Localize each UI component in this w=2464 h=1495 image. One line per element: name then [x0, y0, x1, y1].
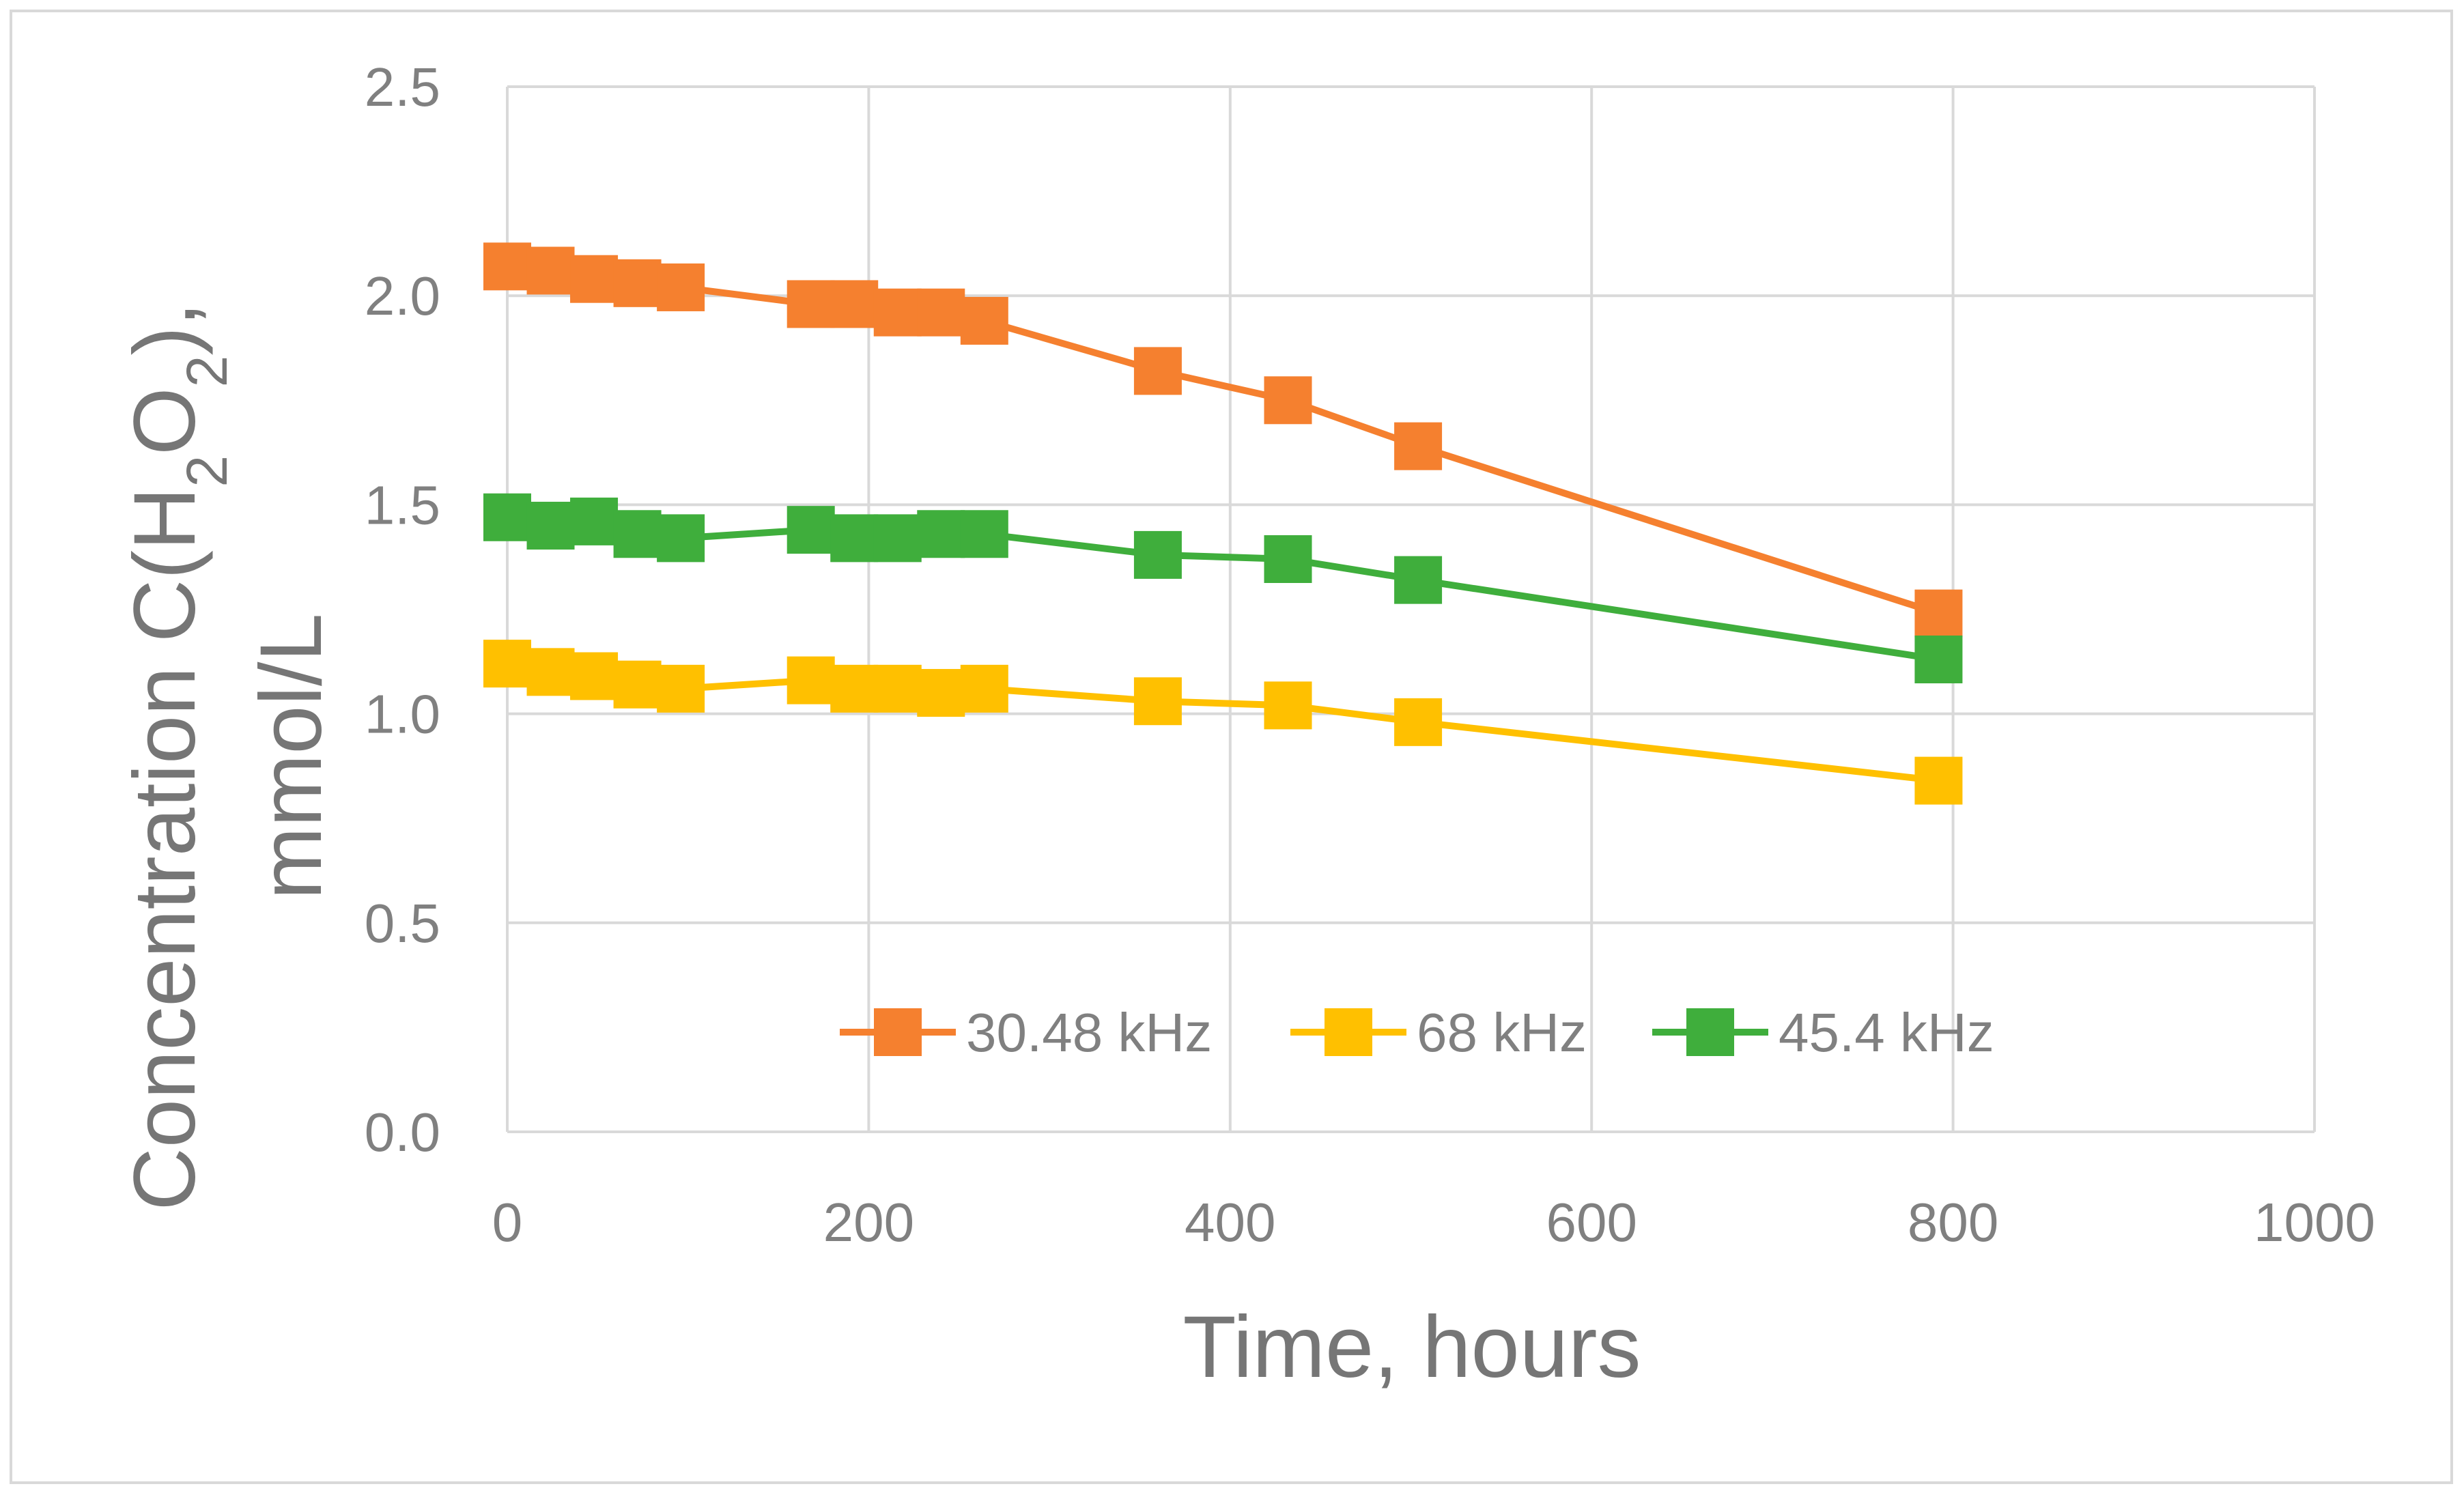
- series-layer: [483, 242, 1963, 805]
- series-2: [483, 493, 1963, 683]
- data-point: [873, 288, 922, 337]
- x-tick-label: 0: [492, 1192, 523, 1253]
- y-tick-label: 1.0: [365, 684, 440, 745]
- data-point: [960, 510, 1008, 558]
- data-point: [613, 259, 662, 307]
- legend-item: 30.48 kHz: [840, 1002, 1212, 1063]
- data-point: [657, 664, 705, 713]
- data-point: [613, 510, 662, 558]
- y-axis-title-mid: O: [116, 387, 214, 455]
- y-axis-ticks: 0.0 0.5 1.0 1.5 2.0 2.5: [365, 57, 440, 1163]
- data-point: [483, 242, 531, 291]
- data-point: [917, 510, 965, 558]
- legend-item: 68 kHz: [1290, 1002, 1587, 1063]
- data-point: [1394, 556, 1443, 604]
- data-point: [526, 502, 575, 550]
- data-point: [1264, 376, 1312, 425]
- y-axis-title-suffix: ),: [116, 302, 214, 355]
- data-point: [1914, 635, 1963, 683]
- data-point: [1914, 589, 1963, 638]
- data-point: [1394, 698, 1443, 746]
- y-axis-title-line2: mmol/L: [242, 613, 340, 900]
- data-point: [570, 652, 619, 700]
- series-0: [483, 242, 1963, 638]
- legend-label: 45.4 kHz: [1779, 1002, 1994, 1063]
- y-tick-label: 0.5: [365, 893, 440, 954]
- data-point: [1914, 756, 1963, 805]
- data-point: [917, 288, 965, 337]
- data-point: [787, 506, 835, 554]
- x-axis-ticks: 0 200 400 600 800 1000: [492, 1192, 2375, 1253]
- data-point: [960, 296, 1008, 345]
- gridlines: [506, 85, 2316, 1133]
- series-1: [483, 640, 1963, 805]
- legend: 30.48 kHz 68 kHz 45.4 kHz: [840, 1002, 1994, 1063]
- data-point: [873, 514, 922, 563]
- x-tick-label: 800: [1908, 1192, 1998, 1253]
- data-point: [570, 255, 619, 303]
- data-point: [1133, 530, 1182, 579]
- data-point: [526, 246, 575, 295]
- data-point: [570, 497, 619, 545]
- data-point: [613, 660, 662, 709]
- legend-marker: [1686, 1008, 1734, 1056]
- data-point: [830, 514, 879, 563]
- data-point: [1133, 677, 1182, 726]
- data-point: [873, 664, 922, 713]
- legend-label: 30.48 kHz: [966, 1002, 1212, 1063]
- data-point: [917, 668, 965, 717]
- legend-item: 45.4 kHz: [1652, 1002, 1994, 1063]
- y-axis-title: Concentration C(H2O2),: [116, 302, 239, 1210]
- y-tick-label: 0.0: [365, 1102, 440, 1163]
- data-point: [483, 493, 531, 541]
- data-point: [1264, 681, 1312, 730]
- x-tick-label: 200: [823, 1192, 914, 1253]
- data-point: [483, 640, 531, 688]
- x-tick-label: 400: [1185, 1192, 1275, 1253]
- legend-label: 68 kHz: [1417, 1002, 1587, 1063]
- y-tick-label: 2.0: [365, 266, 440, 326]
- y-axis-title-prefix: Concentration C(H: [116, 487, 214, 1211]
- data-point: [1394, 422, 1443, 470]
- y-axis-title-sub2: 2: [175, 356, 239, 388]
- data-point: [830, 280, 879, 328]
- y-axis-title-sub1: 2: [175, 455, 239, 487]
- data-point: [787, 656, 835, 704]
- data-point: [787, 280, 835, 328]
- series-line: [507, 513, 1940, 663]
- series-line: [507, 263, 1940, 617]
- x-tick-label: 1000: [2254, 1192, 2375, 1253]
- data-point: [526, 648, 575, 696]
- legend-marker: [874, 1008, 922, 1056]
- series-line: [507, 660, 1939, 784]
- data-point: [830, 664, 879, 713]
- data-point: [657, 263, 705, 311]
- x-tick-label: 600: [1546, 1192, 1637, 1253]
- y-tick-label: 2.5: [365, 57, 440, 117]
- y-tick-label: 1.5: [365, 474, 440, 535]
- data-point: [657, 514, 705, 563]
- x-axis-title: Time, hours: [1183, 1298, 1641, 1396]
- legend-marker: [1325, 1008, 1372, 1056]
- data-point: [1264, 535, 1312, 584]
- svg-text:Concentration C(H2O2),: Concentration C(H2O2),: [116, 302, 239, 1210]
- data-point: [1133, 347, 1182, 395]
- data-point: [960, 664, 1008, 713]
